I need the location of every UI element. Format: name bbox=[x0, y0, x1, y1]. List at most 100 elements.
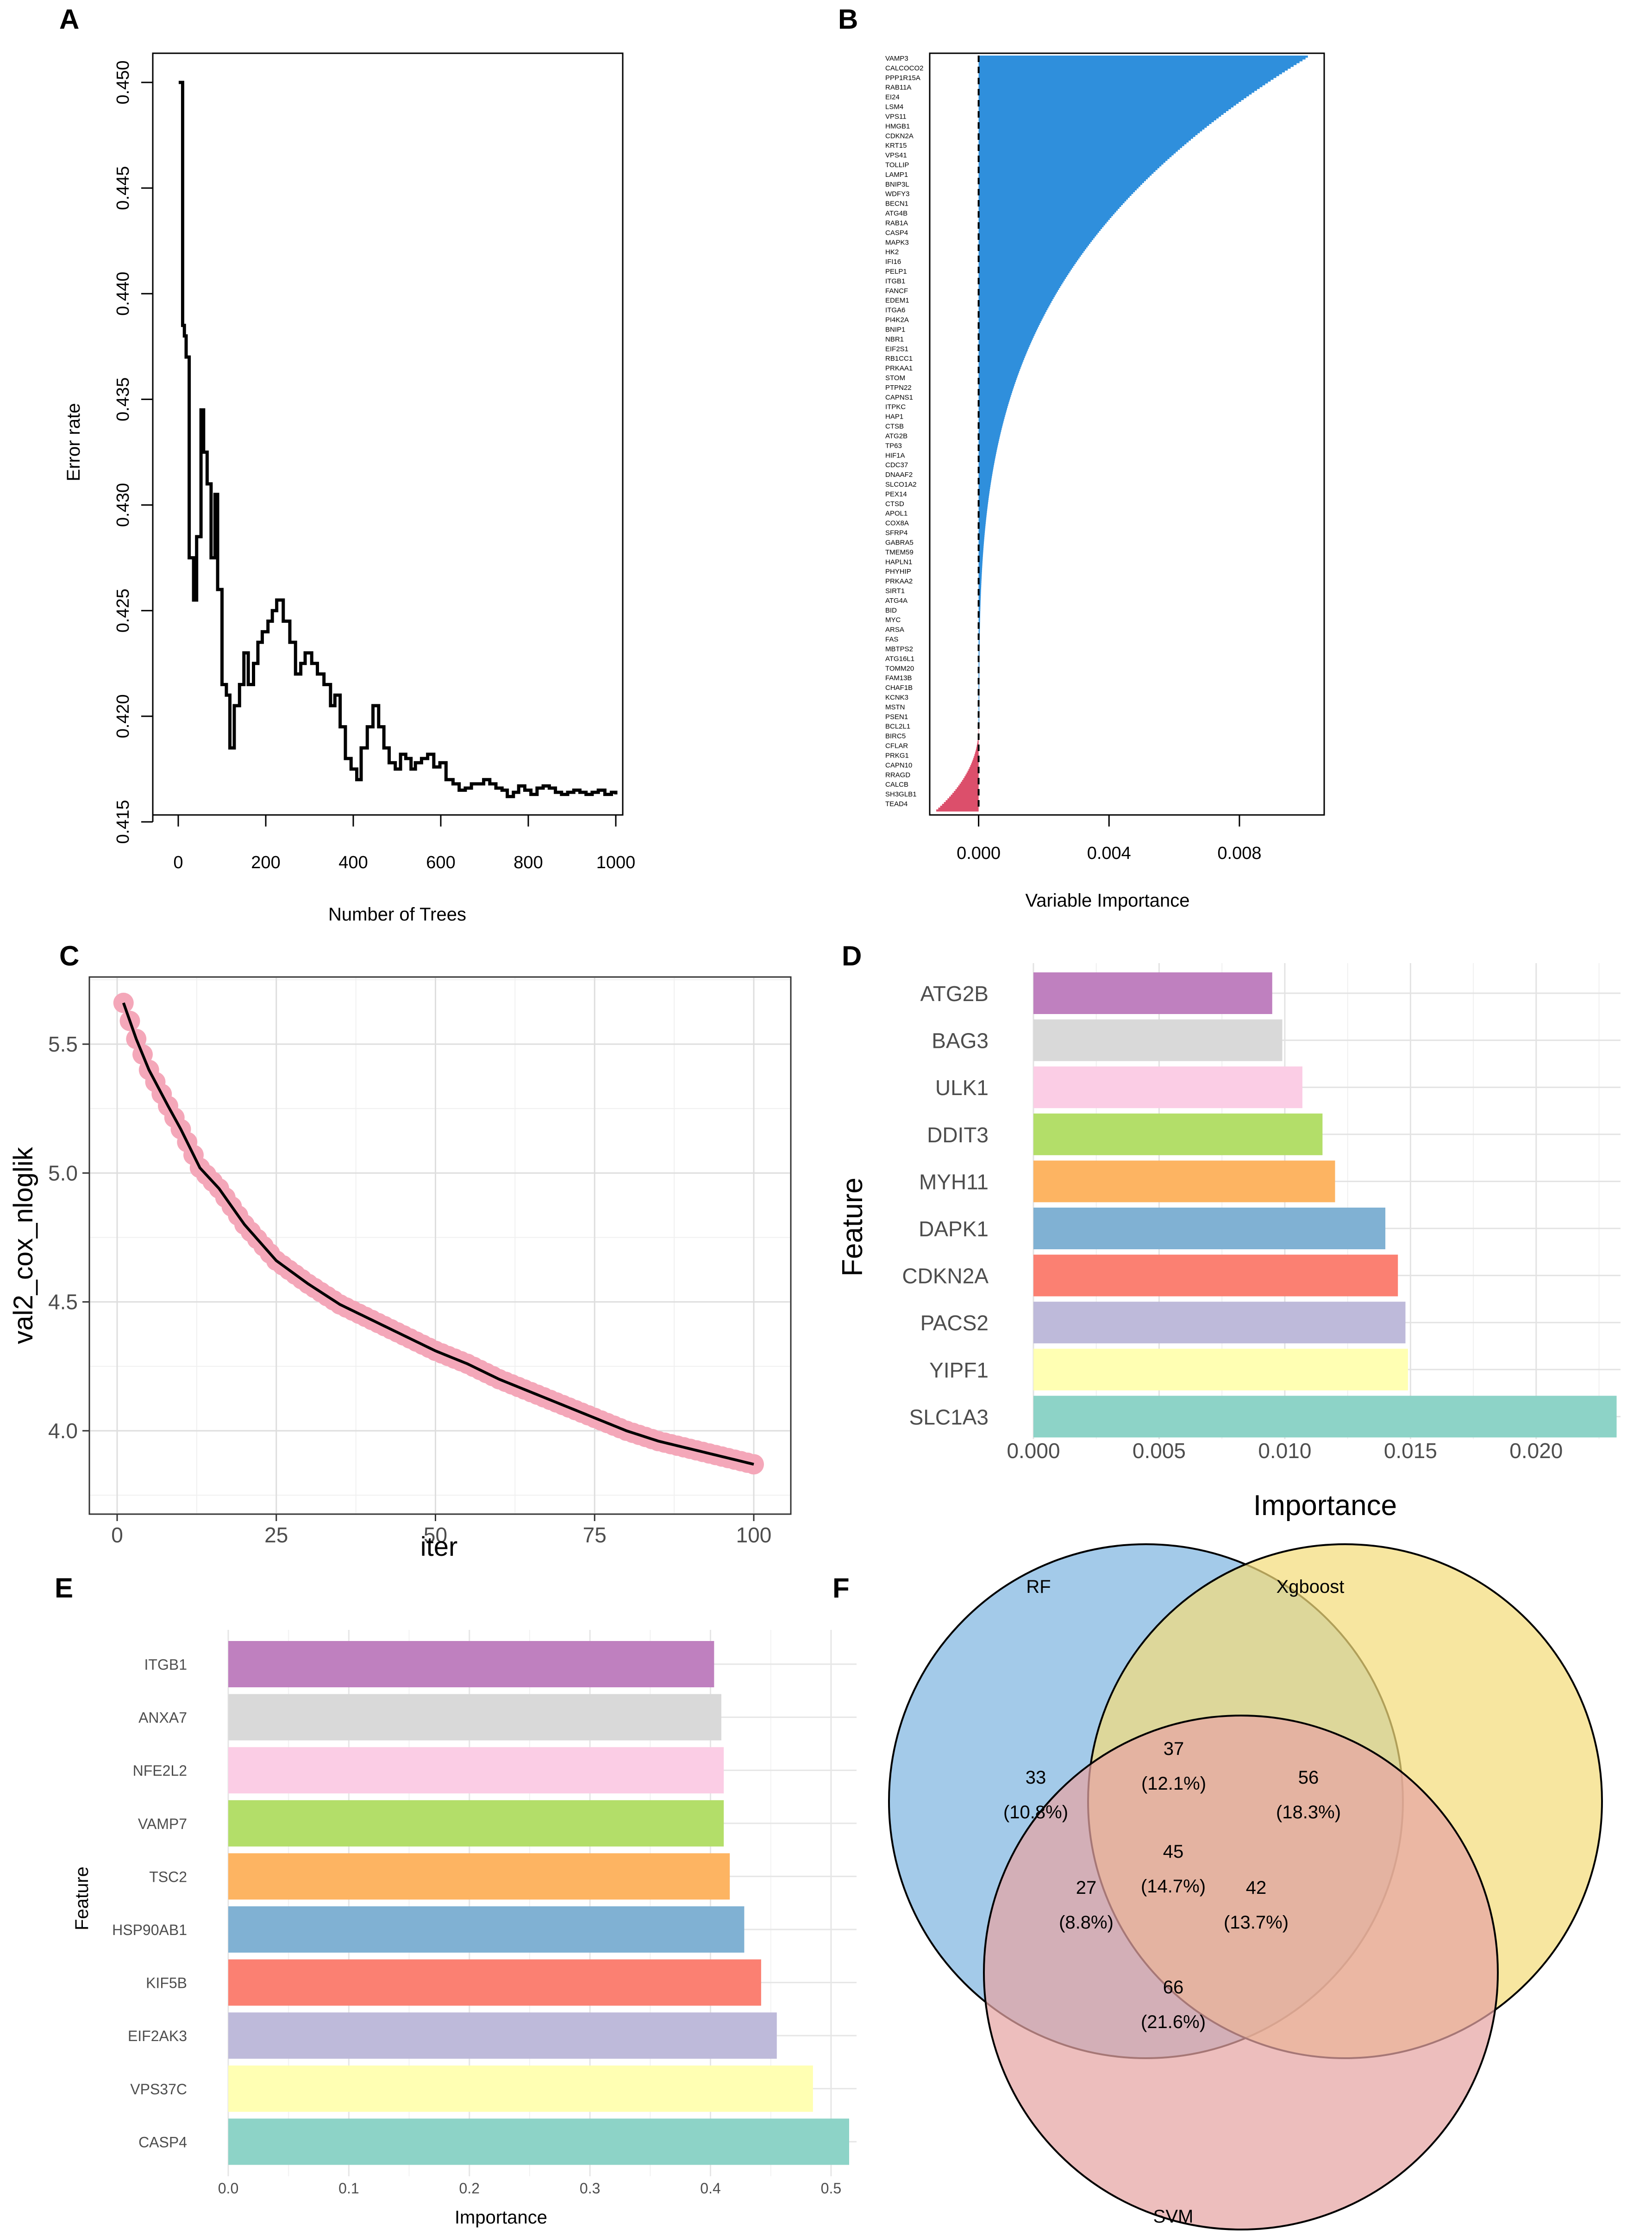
panel-d-y-axis-title: Feature bbox=[837, 1178, 869, 1277]
panel-b-importance-bar bbox=[978, 435, 1000, 438]
panel-b-importance-bar bbox=[978, 195, 1130, 198]
panel-b-importance-bar bbox=[978, 146, 1183, 148]
panel-b-importance-bar bbox=[978, 450, 997, 452]
panel-d-bar bbox=[1033, 972, 1272, 1014]
panel-b-importance-bar bbox=[978, 424, 1003, 426]
panel-b-importance-bar bbox=[978, 313, 1045, 316]
panel-b-importance-bar bbox=[978, 263, 1075, 266]
panel-b-importance-bar bbox=[978, 352, 1026, 355]
panel-b-importance-bar bbox=[978, 171, 1154, 174]
panel-b-importance-bar bbox=[978, 157, 1170, 159]
panel-b-importance-bar bbox=[978, 481, 991, 484]
panel-b-importance-bar bbox=[978, 234, 1096, 237]
panel-b-gene-label: VAMP3 bbox=[885, 55, 908, 63]
panel-b-importance-bar bbox=[977, 743, 979, 745]
panel-d-x-tick-label: 0.010 bbox=[1258, 1439, 1311, 1463]
panel-d-feature-importance-chart: ATG2B BAG3 ULK1 DDIT3 MYH11 DAPK1 CDKN2A PACS2 Y… bbox=[837, 963, 1621, 1522]
panel-b-importance-bar bbox=[978, 665, 980, 668]
panel-label-b: B bbox=[838, 4, 858, 35]
panel-b-gene-label: COX8A bbox=[885, 520, 909, 527]
panel-b-gene-label: HIF1A bbox=[885, 451, 905, 459]
panel-b-importance-bar bbox=[978, 66, 1291, 69]
panel-b-importance-bar bbox=[978, 492, 989, 495]
panel-b-gene-label: TOLLIP bbox=[885, 161, 909, 169]
panel-b-importance-bar bbox=[978, 376, 1017, 379]
panel-b-importance-bar bbox=[972, 759, 979, 762]
panel-b-importance-bar bbox=[978, 254, 1081, 257]
panel-b-importance-bar bbox=[978, 457, 995, 460]
panel-b-importance-bar bbox=[974, 754, 979, 757]
panel-b-importance-bar bbox=[978, 592, 981, 594]
panel-b-gene-label: MSTN bbox=[885, 703, 905, 711]
panel-b-importance-bar bbox=[978, 114, 1221, 117]
panel-b-importance-bar bbox=[959, 783, 979, 786]
panel-b-importance-bar bbox=[978, 138, 1191, 141]
panel-b-importance-bar bbox=[978, 133, 1198, 135]
panel-b-gene-label: PEX14 bbox=[885, 490, 907, 498]
panel-b-importance-bar bbox=[978, 489, 990, 491]
panel-c-y-tick-label: 4.5 bbox=[48, 1290, 78, 1314]
panel-b-importance-bar bbox=[978, 244, 1089, 246]
panel-b-importance-bar bbox=[978, 135, 1195, 137]
panel-b-importance-bar bbox=[978, 440, 999, 443]
panel-b-importance-bar bbox=[978, 100, 1241, 102]
panel-b-importance-bar bbox=[978, 586, 982, 589]
panel-b-importance-bar bbox=[978, 105, 1234, 108]
panel-b-importance-bar bbox=[978, 169, 1156, 172]
panel-b-importance-bar bbox=[978, 466, 994, 469]
panel-d-feature-label: SLC1A3 bbox=[909, 1405, 989, 1429]
panel-b-importance-bar bbox=[978, 166, 1160, 169]
panel-label-c: C bbox=[59, 940, 79, 971]
panel-b-importance-bar bbox=[978, 532, 985, 535]
panel-b-importance-bar bbox=[978, 144, 1184, 146]
panel-b-importance-bar bbox=[978, 350, 1027, 353]
panel-b-importance-bar bbox=[978, 182, 1142, 185]
panel-e-feature-label: ITGB1 bbox=[144, 1656, 187, 1673]
panel-a-y-tick-label: 0.450 bbox=[113, 60, 133, 104]
panel-e-feature-importance-chart: ITGB1 ANXA7 NFE2L2 VAMP7 TSC2 HSP90AB1 KIF5B EI… bbox=[72, 1630, 857, 2228]
panel-b-importance-bar bbox=[936, 809, 979, 812]
panel-b-importance-bar bbox=[978, 142, 1187, 144]
panel-b-importance-bar bbox=[978, 160, 1166, 163]
panel-c-fit-line bbox=[122, 1002, 754, 1466]
panel-b-importance-bar bbox=[978, 594, 981, 596]
panel-b-importance-bar bbox=[978, 526, 986, 528]
panel-b-importance-bar bbox=[978, 603, 981, 605]
venn-count-xgboost-svm: 42 bbox=[1246, 1878, 1267, 1898]
panel-b-x-tick-label: 0.000 bbox=[957, 844, 1001, 863]
panel-b-importance-bar bbox=[978, 354, 1026, 357]
panel-b-importance-bar bbox=[978, 549, 983, 552]
panel-b-gene-label: PPP1R15A bbox=[885, 74, 920, 82]
panel-b-importance-bar bbox=[978, 188, 1137, 191]
panel-b-importance-bar bbox=[978, 79, 1271, 82]
panel-b-importance-bar bbox=[978, 455, 996, 458]
panel-b-importance-bar bbox=[978, 417, 1005, 419]
panel-b-gene-label: CAPNS1 bbox=[885, 394, 913, 401]
panel-b-importance-bar bbox=[978, 201, 1125, 204]
panel-b-importance-bar bbox=[978, 334, 1035, 336]
panel-b-importance-bar bbox=[978, 494, 989, 496]
panel-b-importance-bar bbox=[978, 451, 996, 454]
panel-b-importance-bar bbox=[962, 780, 979, 782]
venn-count-rf-svm: 27 bbox=[1076, 1878, 1097, 1898]
panel-b-gene-label: BIRC5 bbox=[885, 733, 906, 740]
panel-b-gene-label: PRKAA2 bbox=[885, 577, 913, 585]
panel-b-gene-label: PI4K2A bbox=[885, 316, 909, 324]
panel-b-importance-bar bbox=[978, 630, 980, 633]
panel-c-y-tick-label: 4.0 bbox=[48, 1419, 78, 1443]
panel-e-bar bbox=[228, 1641, 714, 1687]
panel-b-importance-bar bbox=[978, 306, 1049, 308]
panel-b-importance-bar bbox=[978, 396, 1011, 399]
panel-b-importance-bar bbox=[965, 774, 979, 777]
panel-b-importance-bar bbox=[978, 409, 1007, 412]
panel-b-importance-bar bbox=[978, 651, 980, 653]
panel-b-importance-bar bbox=[978, 75, 1277, 78]
panel-b-importance-bar bbox=[978, 218, 1110, 220]
panel-b-importance-bar bbox=[978, 245, 1088, 248]
panel-b-gene-label: FAS bbox=[885, 636, 898, 644]
panel-b-importance-bar bbox=[978, 330, 1037, 332]
panel-d-bar bbox=[1033, 1113, 1323, 1155]
panel-e-x-tick-label: 0.1 bbox=[338, 2180, 359, 2197]
panel-b-gene-label: CDC37 bbox=[885, 461, 908, 469]
